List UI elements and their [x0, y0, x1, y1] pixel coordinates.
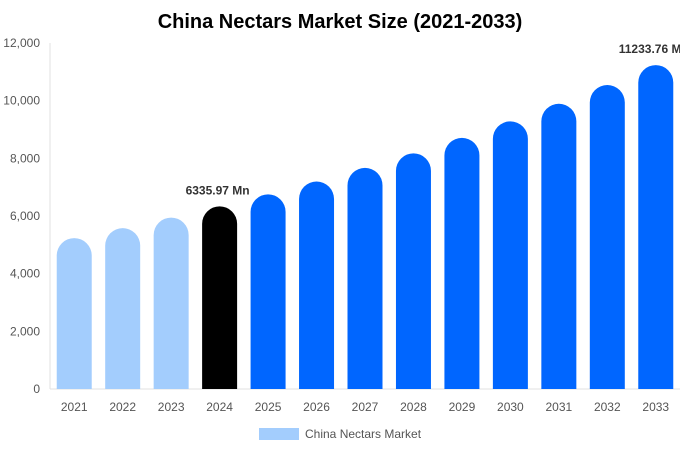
- legend-swatch: [259, 428, 299, 440]
- y-tick-label: 12,000: [3, 36, 40, 50]
- x-tick-label: 2026: [303, 400, 330, 414]
- bar-2027[interactable]: [347, 167, 383, 389]
- y-tick-label: 0: [33, 382, 40, 396]
- x-tick-label: 2033: [642, 400, 669, 414]
- y-tick-label: 4,000: [10, 267, 40, 281]
- x-tick-label: 2031: [545, 400, 572, 414]
- bar-2029[interactable]: [444, 137, 480, 389]
- bar-2028[interactable]: [395, 153, 431, 389]
- x-tick-label: 2032: [594, 400, 621, 414]
- x-tick-label: 2027: [352, 400, 379, 414]
- x-tick-label: 2029: [449, 400, 476, 414]
- x-tick-label: 2021: [61, 400, 88, 414]
- x-tick-label: 2030: [497, 400, 524, 414]
- y-tick-label: 8,000: [10, 151, 40, 165]
- bar-2033[interactable]: [638, 65, 674, 389]
- chart-title: China Nectars Market Size (2021-2033): [158, 11, 523, 33]
- y-tick-label: 10,000: [3, 94, 40, 108]
- bar-2021[interactable]: [56, 238, 92, 389]
- data-label: 6335.97 Mn: [186, 183, 250, 197]
- data-label: 11233.76 Mn: [619, 42, 680, 56]
- bar-2025[interactable]: [250, 194, 286, 389]
- y-tick-label: 2,000: [10, 324, 40, 338]
- legend[interactable]: China Nectars Market: [259, 427, 422, 441]
- bar-2030[interactable]: [492, 121, 528, 389]
- x-tick-label: 2028: [400, 400, 427, 414]
- x-tick-label: 2023: [158, 400, 185, 414]
- bar-2022[interactable]: [105, 228, 141, 389]
- y-tick-label: 6,000: [10, 209, 40, 223]
- x-tick-label: 2022: [109, 400, 136, 414]
- x-tick-label: 2025: [255, 400, 282, 414]
- bar-2023[interactable]: [153, 217, 189, 389]
- bar-2026[interactable]: [299, 181, 335, 389]
- bar-2031[interactable]: [541, 103, 577, 389]
- bar-2032[interactable]: [589, 85, 625, 389]
- bar-2024[interactable]: [202, 206, 238, 389]
- legend-label: China Nectars Market: [305, 427, 422, 441]
- x-tick-label: 2024: [206, 400, 233, 414]
